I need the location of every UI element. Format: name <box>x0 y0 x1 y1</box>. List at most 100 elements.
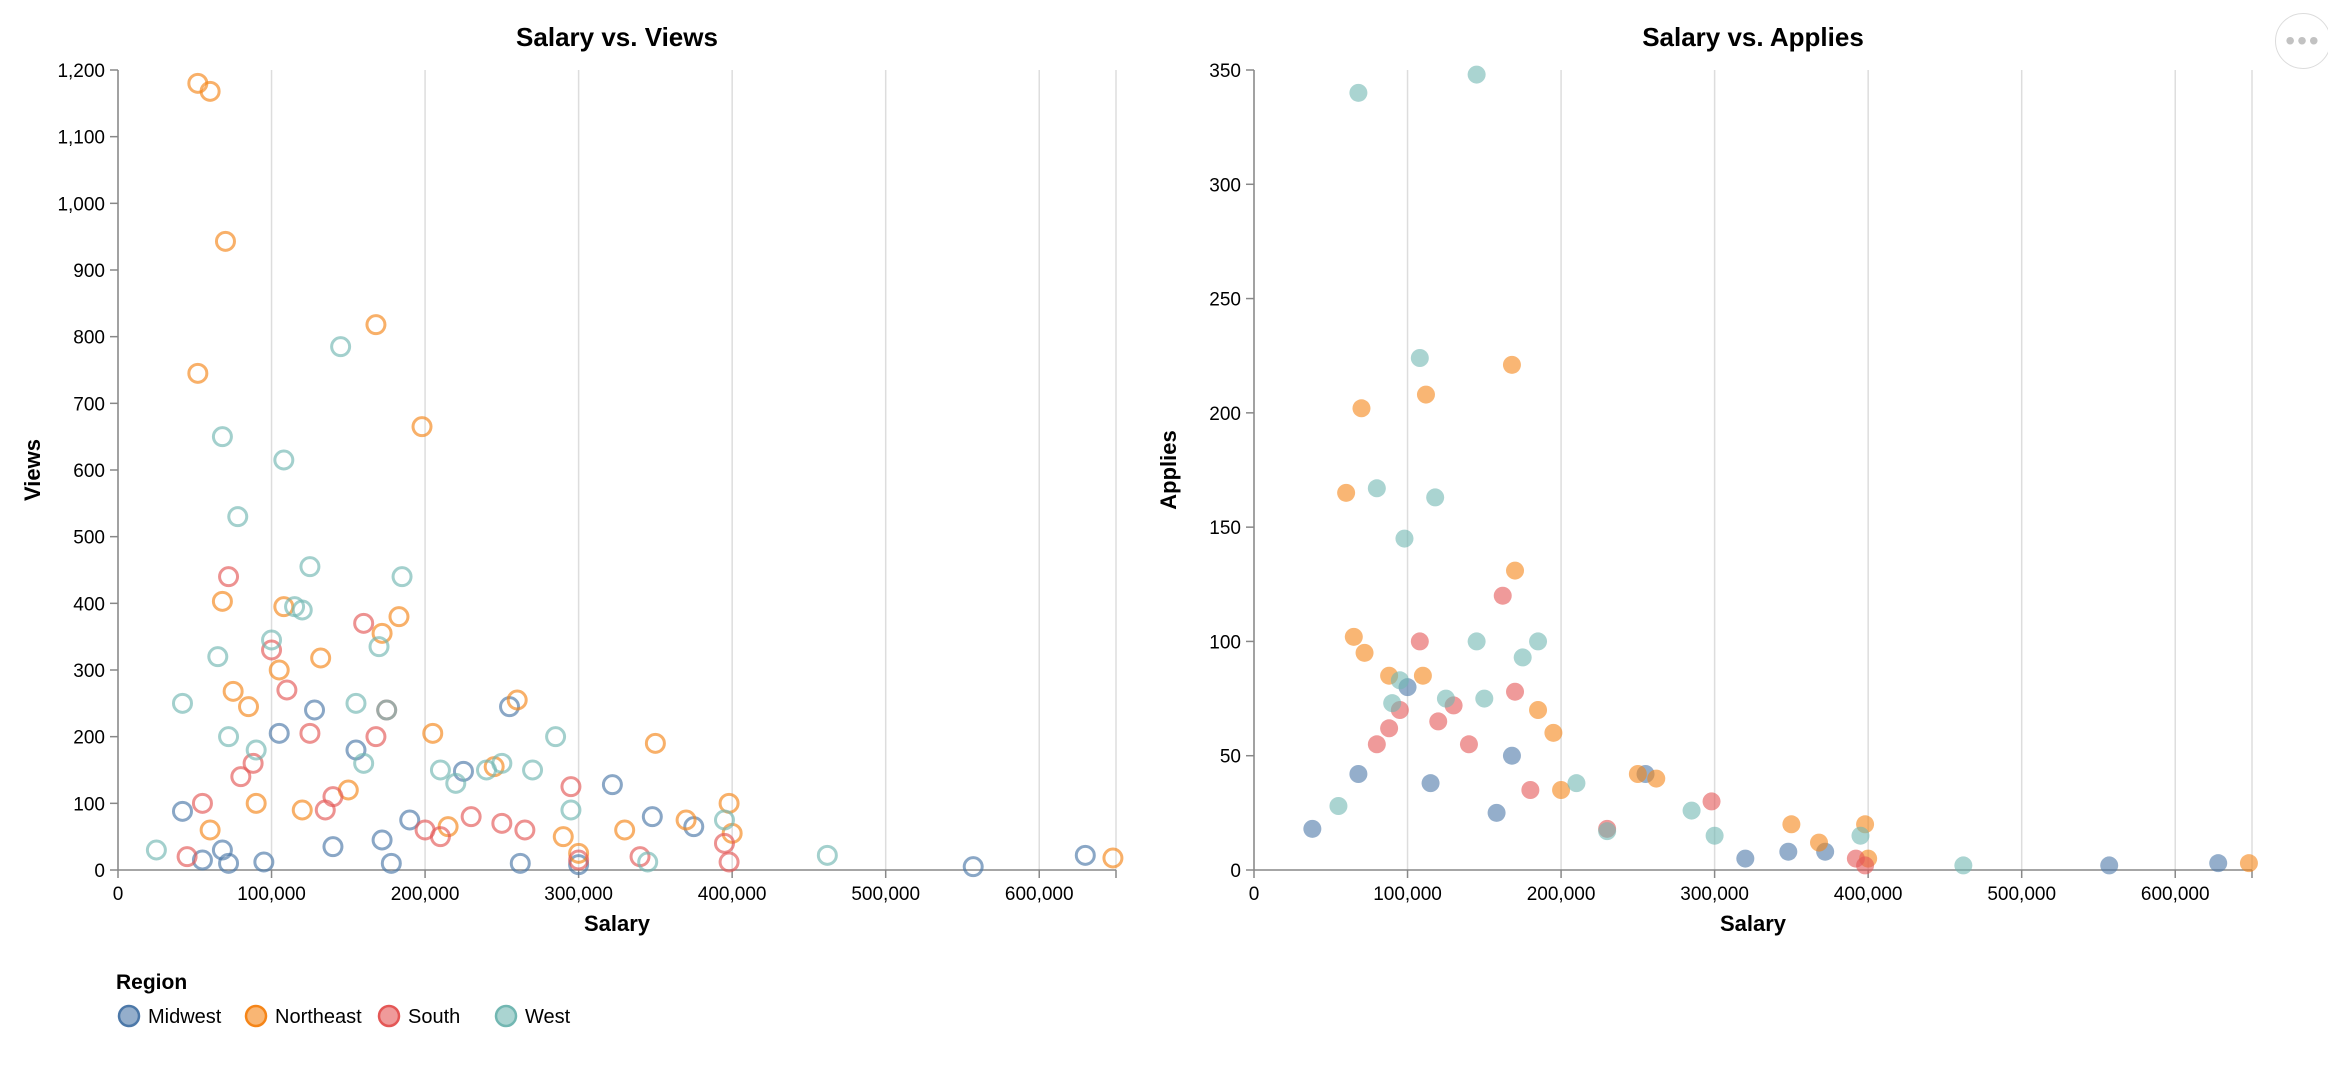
data-point <box>227 506 249 528</box>
data-point <box>353 612 375 634</box>
y-tick-label: 600 <box>73 461 105 482</box>
data-point <box>568 849 590 871</box>
legend-entry-northeast[interactable]: Northeast <box>244 1004 362 1028</box>
series-west <box>145 336 838 873</box>
legend-entry-midwest[interactable]: Midwest <box>117 1004 222 1028</box>
data-point <box>211 590 233 612</box>
actions-menu-button[interactable]: ••• <box>2275 13 2328 69</box>
data-point <box>1329 797 1348 815</box>
data-point <box>365 314 387 336</box>
data-point <box>245 739 267 761</box>
data-point <box>218 726 240 748</box>
y-tick-label: 250 <box>1209 290 1241 311</box>
data-point <box>2239 854 2258 873</box>
data-point <box>353 752 375 774</box>
data-point <box>1421 774 1440 793</box>
data-point <box>1416 385 1435 404</box>
data-point <box>268 659 290 681</box>
data-point <box>1736 849 1755 868</box>
data-point <box>253 851 275 873</box>
data-point <box>1367 735 1386 754</box>
data-point <box>399 809 421 831</box>
chart-title: Salary vs. Applies <box>1642 22 1864 52</box>
data-point <box>2209 854 2228 873</box>
x-axis-title: Salary <box>1720 911 1787 936</box>
data-point <box>1349 83 1368 102</box>
y-tick-label: 900 <box>73 261 105 282</box>
y-tick-label: 400 <box>73 594 105 615</box>
data-point <box>1380 719 1399 738</box>
data-point <box>365 726 387 748</box>
data-point <box>1074 844 1096 866</box>
data-point <box>191 792 213 814</box>
data-point <box>299 722 321 744</box>
data-point <box>268 722 290 744</box>
data-point <box>218 852 240 874</box>
legend-entry-west[interactable]: West <box>494 1004 571 1028</box>
data-point <box>1521 781 1540 799</box>
x-axis-title: Salary <box>584 911 651 936</box>
data-point <box>509 852 531 874</box>
data-point <box>1810 833 1829 852</box>
data-point <box>601 774 623 796</box>
y-tick-label: 100 <box>73 794 105 815</box>
data-point <box>222 680 244 702</box>
y-tick-label: 100 <box>1209 632 1241 653</box>
x-tick-label: 100,000 <box>1373 884 1442 905</box>
data-point <box>380 852 402 874</box>
data-point <box>261 639 283 661</box>
data-point <box>1954 856 1973 875</box>
x-tick-label: 500,000 <box>1987 884 2056 905</box>
data-point <box>322 786 344 808</box>
data-point <box>1355 643 1374 662</box>
data-point <box>545 726 567 748</box>
data-point <box>1352 399 1371 418</box>
data-point <box>1682 801 1701 820</box>
data-point <box>552 826 574 848</box>
data-point <box>371 622 393 644</box>
series-midwest <box>1303 678 2228 875</box>
legend-entry-south[interactable]: South <box>377 1004 460 1028</box>
y-tick-label: 150 <box>1209 518 1241 539</box>
data-point <box>1856 856 1875 875</box>
data-point <box>522 759 544 781</box>
data-point <box>506 689 528 711</box>
data-point <box>429 759 451 781</box>
legend-swatch <box>494 1004 518 1028</box>
data-point <box>1502 355 1521 374</box>
y-tick-label: 300 <box>73 661 105 682</box>
x-tick-label: 200,000 <box>391 884 460 905</box>
data-point <box>1506 682 1525 701</box>
series-west <box>1329 65 1973 875</box>
chart-title: Salary vs. Views <box>516 22 718 52</box>
data-point <box>1102 847 1124 869</box>
data-point <box>713 832 735 854</box>
data-point <box>1344 627 1363 646</box>
data-point <box>429 826 451 848</box>
legend-title: Region <box>116 971 187 994</box>
data-point <box>391 566 413 588</box>
data-point <box>191 849 213 871</box>
data-point <box>368 636 390 658</box>
data-point <box>238 696 260 718</box>
data-point <box>345 692 367 714</box>
data-point <box>1529 701 1548 719</box>
data-point <box>176 846 198 868</box>
data-point <box>1552 781 1571 799</box>
y-tick-label: 0 <box>1230 861 1241 882</box>
y-tick-label: 500 <box>73 528 105 549</box>
data-point <box>1705 826 1724 845</box>
data-point <box>218 566 240 588</box>
legend-label: Midwest <box>148 1006 222 1028</box>
legend-label: Northeast <box>275 1006 362 1028</box>
data-point <box>1529 632 1548 651</box>
x-tick-label: 300,000 <box>544 884 613 905</box>
x-tick-label: 200,000 <box>1527 884 1596 905</box>
data-point <box>171 692 193 714</box>
data-point <box>644 732 666 754</box>
data-point <box>211 426 233 448</box>
chart-panel-2: Salary vs. Applies 0 100,000 200,000 300,000… <box>1156 22 2258 936</box>
data-point <box>376 699 398 721</box>
data-point <box>322 836 344 858</box>
data-point <box>1426 488 1445 507</box>
